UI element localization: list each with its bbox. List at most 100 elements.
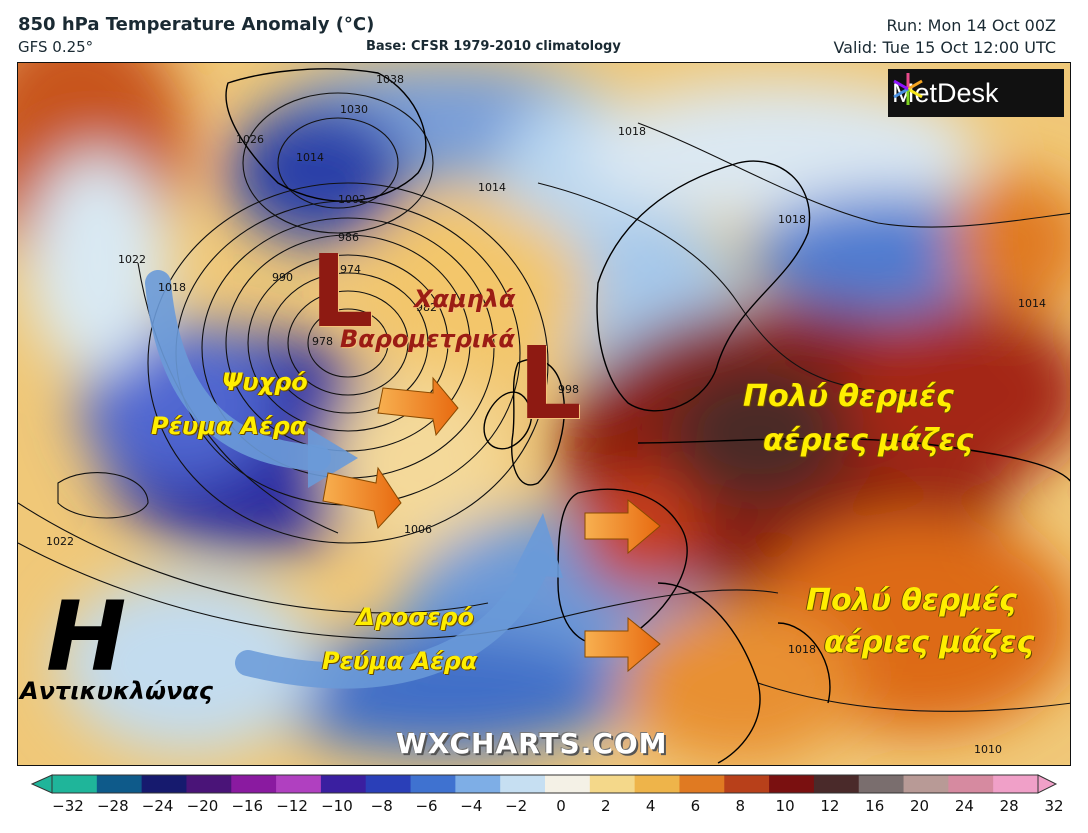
colorbar-tick-label: −8 — [370, 797, 393, 815]
colorbar-outline — [51, 774, 1039, 794]
colorbar-tick-label: −2 — [505, 797, 528, 815]
colorbar-tick-label: 8 — [735, 797, 746, 815]
colorbar-tick-label: 12 — [820, 797, 840, 815]
colorbar-segment — [52, 775, 98, 793]
colorbar-segment — [410, 775, 456, 793]
colorbar-tick-label: −16 — [231, 797, 264, 815]
colorbar-segment — [231, 775, 277, 793]
isobar-label: 1010 — [974, 743, 1002, 756]
colorbar-tick-label: −28 — [96, 797, 129, 815]
colorbar-tick-label: 32 — [1044, 797, 1064, 815]
low-letter-1: L — [310, 233, 374, 350]
isobar-label: 1014 — [296, 151, 324, 164]
colorbar-tick-label: 24 — [954, 797, 974, 815]
low-label-line1: Χαμηλά — [414, 285, 516, 313]
colorbar-segment — [455, 775, 501, 793]
base-climatology-label: Base: CFSR 1979-2010 climatology — [366, 39, 621, 54]
map-canvas — [18, 63, 1070, 765]
run-time-label: Run: Mon 14 Oct 00Z — [886, 16, 1057, 35]
isobar-label: 1022 — [118, 253, 146, 266]
isobar-label: 1026 — [236, 133, 264, 146]
isobar-label: 982 — [416, 301, 437, 314]
anomaly-field — [18, 63, 1070, 763]
high-letter: H — [46, 581, 127, 693]
colorbar-segment — [589, 775, 636, 793]
colorbar-max-arrow — [1037, 774, 1058, 794]
colorbar — [30, 774, 1058, 794]
chart-title: 850 hPa Temperature Anomaly (°C) — [18, 14, 375, 35]
colorbar-segment — [545, 775, 591, 793]
isobar-label: 1018 — [778, 213, 806, 226]
isobar-label: 1014 — [1018, 297, 1046, 310]
colorbar-segment — [679, 775, 725, 793]
isobar-label: 1014 — [478, 181, 506, 194]
colorbar-segment — [634, 775, 680, 793]
low-label-line2: Βαρομετρικά — [340, 325, 515, 353]
warm-arrow-3 — [584, 498, 661, 555]
model-label: GFS 0.25° — [18, 38, 94, 56]
colorbar-tick-label: 20 — [909, 797, 930, 815]
hot-label-2-line1: Πολύ θερμές — [806, 583, 1017, 618]
cold-label-line1: Ψυχρό — [222, 368, 308, 396]
low-letter-2: L — [518, 325, 582, 442]
high-label: Αντικυκλώνας — [20, 677, 214, 705]
cold-label-line2: Ρέυμα Αέρα — [151, 412, 307, 440]
wxcharts-watermark: WXCHARTS.COM — [396, 727, 668, 760]
warm-arrow-2 — [322, 466, 402, 530]
isobar-label: 978 — [312, 335, 333, 348]
colorbar-segment — [320, 775, 367, 793]
colorbar-min-arrow — [30, 774, 53, 794]
colorbar-segment — [948, 775, 994, 793]
cold-flow-arrow — [145, 270, 358, 488]
isobar-label: 1038 — [376, 73, 404, 86]
isobar-label: 1030 — [340, 103, 368, 116]
cool-flow-arrow — [235, 513, 563, 689]
isobar-label: 1022 — [46, 535, 74, 548]
colorbar-tick-label: −24 — [141, 797, 174, 815]
colorbar-tick-label: 10 — [775, 797, 795, 815]
isobar-label: 1018 — [788, 643, 816, 656]
valid-time-label: Valid: Tue 15 Oct 12:00 UTC — [833, 38, 1056, 57]
colorbar-segment — [276, 775, 322, 793]
colorbar-tick-label: −6 — [415, 797, 438, 815]
colorbar-segment — [769, 775, 815, 793]
colorbar-tick-label: 16 — [865, 797, 885, 815]
colorbar-tick-label: 6 — [690, 797, 701, 815]
anomaly-map: 1038 1030 1026 1022 1018 1014 1002 986 974 990 978… — [17, 62, 1071, 766]
isobar-label: 1002 — [338, 193, 366, 206]
hot-label-2-line2: αέριες μάζες — [824, 625, 1035, 660]
colorbar-tick-label: 4 — [645, 797, 656, 815]
colorbar-tick-label: 2 — [601, 797, 611, 815]
colorbar-segment — [813, 775, 860, 793]
colorbar-tick-label: 0 — [556, 797, 566, 815]
colorbar-segment — [96, 775, 143, 793]
colorbar-segment — [186, 775, 232, 793]
colorbar-tick-label: −4 — [460, 797, 483, 815]
colorbar-tick-label: −12 — [276, 797, 308, 815]
colorbar-segment — [724, 775, 770, 793]
metdesk-flower-icon — [893, 73, 923, 105]
colorbar-tick-label: 28 — [999, 797, 1019, 815]
isobar-label: 1018 — [618, 125, 646, 138]
colorbar-segment — [993, 775, 1039, 793]
metdesk-logo: MetDesk — [888, 69, 1064, 117]
hot-label-1-line1: Πολύ θερμές — [743, 379, 954, 414]
colorbar-tick-label: −32 — [52, 797, 84, 815]
colorbar-segment — [365, 775, 412, 793]
cool-label-line2: Ρεύμα Αέρα — [322, 647, 478, 675]
colorbar-segment — [903, 775, 949, 793]
colorbar-tick-label: −10 — [321, 797, 353, 815]
colorbar-segment — [858, 775, 905, 793]
warm-arrow-4 — [584, 616, 661, 673]
colorbar-segment — [141, 775, 187, 793]
isobar-label: 974 — [340, 263, 361, 276]
isobar-label: 1018 — [158, 281, 186, 294]
isobar-label: 1006 — [404, 523, 432, 536]
isobar-label: 998 — [558, 383, 579, 396]
warm-arrow-1 — [377, 376, 459, 437]
colorbar-tick-label: −20 — [186, 797, 219, 815]
cool-label-line1: Δροσερό — [356, 603, 474, 631]
coastlines — [225, 68, 1070, 764]
isobar-label: 986 — [338, 231, 359, 244]
metdesk-logo-text: MetDesk — [892, 77, 999, 108]
